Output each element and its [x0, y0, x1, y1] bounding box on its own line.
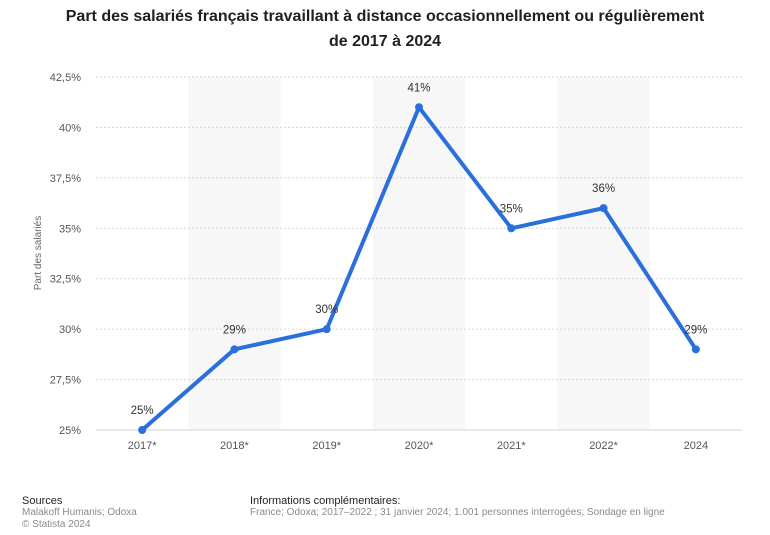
data-point — [415, 103, 423, 112]
x-tick-label: 2022* — [589, 440, 618, 452]
y-tick-label: 40% — [59, 122, 81, 134]
y-axis-label: Part des salariés — [33, 216, 44, 290]
info-heading: Informations complémentaires: — [250, 495, 401, 507]
x-tick-label: 2018* — [220, 440, 249, 452]
x-tick-label: 2020* — [405, 440, 434, 452]
data-label: 25% — [131, 405, 154, 417]
x-tick-label: 2021* — [497, 440, 526, 452]
y-tick-label: 42,5% — [50, 72, 81, 84]
x-axis-ticks: 2017* 2018* 2019* 2020* 2021* 2022* 2024 — [128, 440, 708, 452]
x-tick-label: 2017* — [128, 440, 157, 452]
data-point — [507, 224, 516, 233]
data-label: 30% — [315, 304, 338, 316]
background-band — [372, 77, 466, 430]
background-band — [557, 77, 650, 430]
chart-title-line1: Part des salariés français travaillant à… — [65, 8, 705, 25]
line-chart: 25%27,5%30%32,5%35%37,5%40%42,5% 2017* 20… — [33, 72, 742, 452]
y-tick-label: 27,5% — [50, 375, 81, 387]
y-tick-label: 32,5% — [50, 274, 81, 286]
y-tick-label: 25% — [59, 425, 81, 437]
data-point — [691, 345, 700, 354]
grid-lines — [96, 76, 742, 431]
data-label: 29% — [684, 324, 707, 336]
x-tick-label: 2019* — [312, 440, 341, 452]
y-tick-label: 37,5% — [50, 173, 81, 185]
data-label: 41% — [407, 82, 430, 94]
data-point — [138, 426, 147, 434]
chart-title: Part des salariés français travaillant à… — [20, 4, 750, 54]
background-band — [188, 77, 281, 430]
y-axis-ticks: 25% 27,5% 30% 32,5% 35% 37,5% 40% 42,5% — [50, 72, 81, 437]
sources-heading: Sources — [22, 495, 63, 507]
x-tick-label: 2024 — [684, 440, 708, 452]
data-label: 36% — [592, 183, 615, 195]
data-point — [322, 325, 331, 334]
copyright-text: © Statista 2024 — [22, 519, 91, 530]
data-point — [599, 204, 608, 213]
alternating-bands — [188, 77, 650, 430]
data-label: 29% — [223, 324, 246, 336]
data-point — [230, 345, 239, 354]
data-labels: 25% 29% 30% 41% 35% 36% 29% — [131, 82, 708, 417]
chart-title-line2: de 2017 à 2024 — [328, 33, 442, 50]
info-text: France; Odoxa; 2017–2022 ; 31 janvier 20… — [250, 507, 665, 518]
y-tick-label: 35% — [59, 223, 81, 235]
sources-text: Malakoff Humanis; Odoxa — [22, 507, 137, 518]
data-points — [138, 103, 700, 434]
info-block: Informations complémentaires: France; Od… — [250, 495, 665, 519]
sources-block: Sources Malakoff Humanis; Odoxa © Statis… — [22, 495, 137, 531]
y-tick-label: 30% — [59, 324, 81, 336]
data-label: 35% — [500, 203, 523, 215]
